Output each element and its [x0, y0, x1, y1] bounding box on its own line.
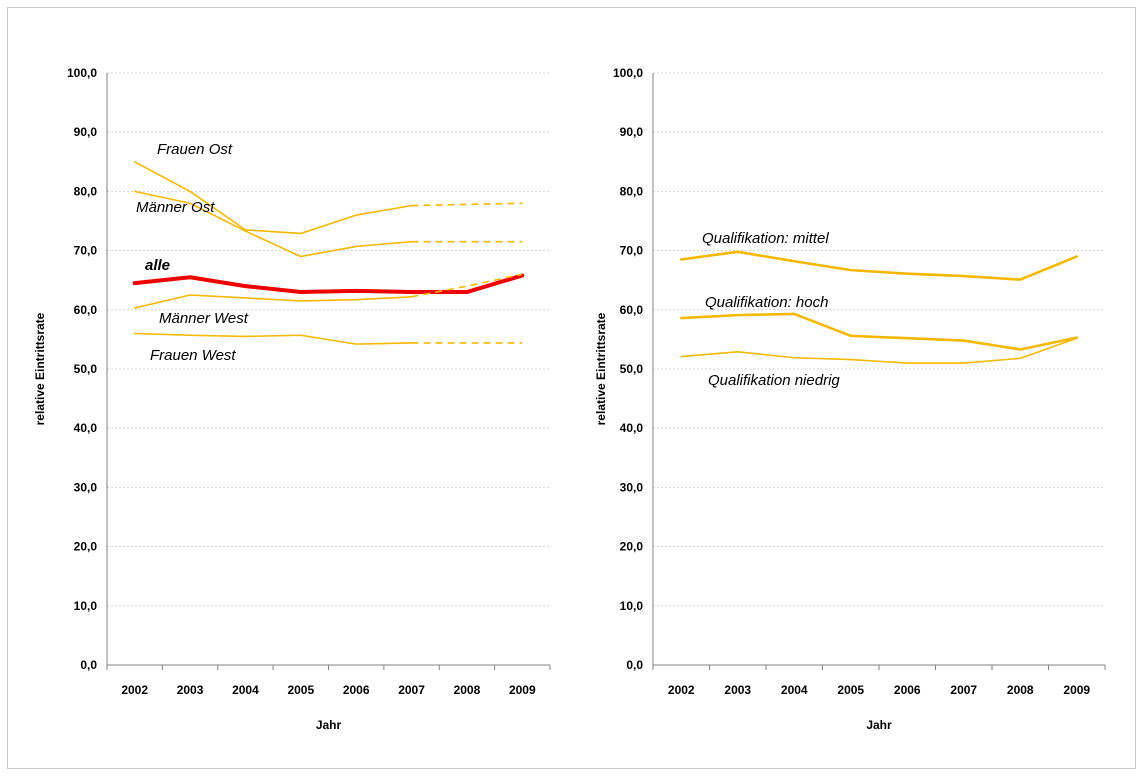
- series-label: Qualifikation: hoch: [705, 294, 828, 311]
- x-tick-label: 2009: [509, 683, 536, 697]
- y-axis-title: relative Eintrittsrate: [33, 312, 47, 425]
- y-axis-title: relative Eintrittsrate: [594, 312, 608, 425]
- series-line-dashed: [411, 273, 523, 298]
- x-tick-label: 2007: [398, 683, 425, 697]
- x-tick-label: 2004: [781, 683, 808, 697]
- figure-frame: [7, 7, 1136, 769]
- x-tick-label: 2009: [1063, 683, 1090, 697]
- y-tick-label: 30,0: [620, 480, 644, 494]
- y-tick-label: 30,0: [74, 480, 98, 494]
- y-tick-label: 50,0: [620, 362, 644, 376]
- y-tick-label: 90,0: [620, 125, 644, 139]
- y-tick-label: 100,0: [613, 66, 643, 80]
- y-tick-label: 90,0: [74, 125, 98, 139]
- series-line: [132, 273, 525, 295]
- x-tick-label: 2005: [837, 683, 864, 697]
- y-tick-label: 40,0: [74, 421, 98, 435]
- series-label: Frauen West: [150, 347, 236, 364]
- y-tick-label: 50,0: [74, 362, 98, 376]
- chart-right: 0,0 10,0 20,0 30,0 40,0 50,0 60,0 70,0 80,0 90,0 1…: [594, 66, 1106, 732]
- y-tick-label: 20,0: [620, 540, 644, 554]
- series-line: [133, 161, 413, 235]
- x-tick-label: 2008: [1007, 683, 1034, 697]
- x-tick-label: 2002: [668, 683, 695, 697]
- y-tick-label: 40,0: [620, 421, 644, 435]
- y-tick-label: 10,0: [74, 599, 98, 613]
- series-line: [680, 337, 1078, 364]
- series-line: [133, 332, 413, 345]
- y-tick-label: 60,0: [620, 303, 644, 317]
- y-tick-label: 80,0: [620, 184, 644, 198]
- x-axis-title: Jahr: [316, 718, 342, 732]
- y-tick-label: 0,0: [626, 658, 643, 672]
- series-line: [679, 250, 1079, 281]
- series-label: Qualifikation niedrig: [708, 372, 840, 389]
- x-tick-label: 2005: [287, 683, 314, 697]
- y-tick-label: 60,0: [74, 303, 98, 317]
- series-label: Frauen Ost: [157, 141, 233, 158]
- series-label: alle: [145, 257, 170, 274]
- series-label: Qualifikation: mittel: [702, 230, 829, 247]
- y-tick-label: 100,0: [67, 66, 97, 80]
- x-tick-label: 2002: [121, 683, 148, 697]
- x-tick-label: 2003: [724, 683, 751, 697]
- y-tick-label: 70,0: [74, 244, 98, 258]
- series-label: Männer West: [159, 310, 249, 327]
- series-line-dashed: [411, 202, 523, 207]
- x-tick-label: 2006: [343, 683, 370, 697]
- x-tick-label: 2008: [454, 683, 481, 697]
- series-line: [133, 294, 413, 309]
- y-tick-label: 20,0: [74, 540, 98, 554]
- x-tick-label: 2004: [232, 683, 259, 697]
- y-tick-label: 80,0: [74, 184, 98, 198]
- chart-left: 0,0 10,0 20,0 30,0 40,0 50,0 60,0 70,0 80,0 90,0 1…: [33, 66, 551, 732]
- series-label: Männer Ost: [136, 199, 215, 216]
- x-axis-title: Jahr: [866, 718, 892, 732]
- y-tick-label: 10,0: [620, 599, 644, 613]
- series-line: [679, 312, 1079, 351]
- y-tick-label: 70,0: [620, 244, 644, 258]
- x-tick-label: 2006: [894, 683, 921, 697]
- y-tick-label: 0,0: [80, 658, 97, 672]
- x-tick-label: 2003: [177, 683, 204, 697]
- series-line: [133, 190, 413, 258]
- x-tick-label: 2007: [950, 683, 977, 697]
